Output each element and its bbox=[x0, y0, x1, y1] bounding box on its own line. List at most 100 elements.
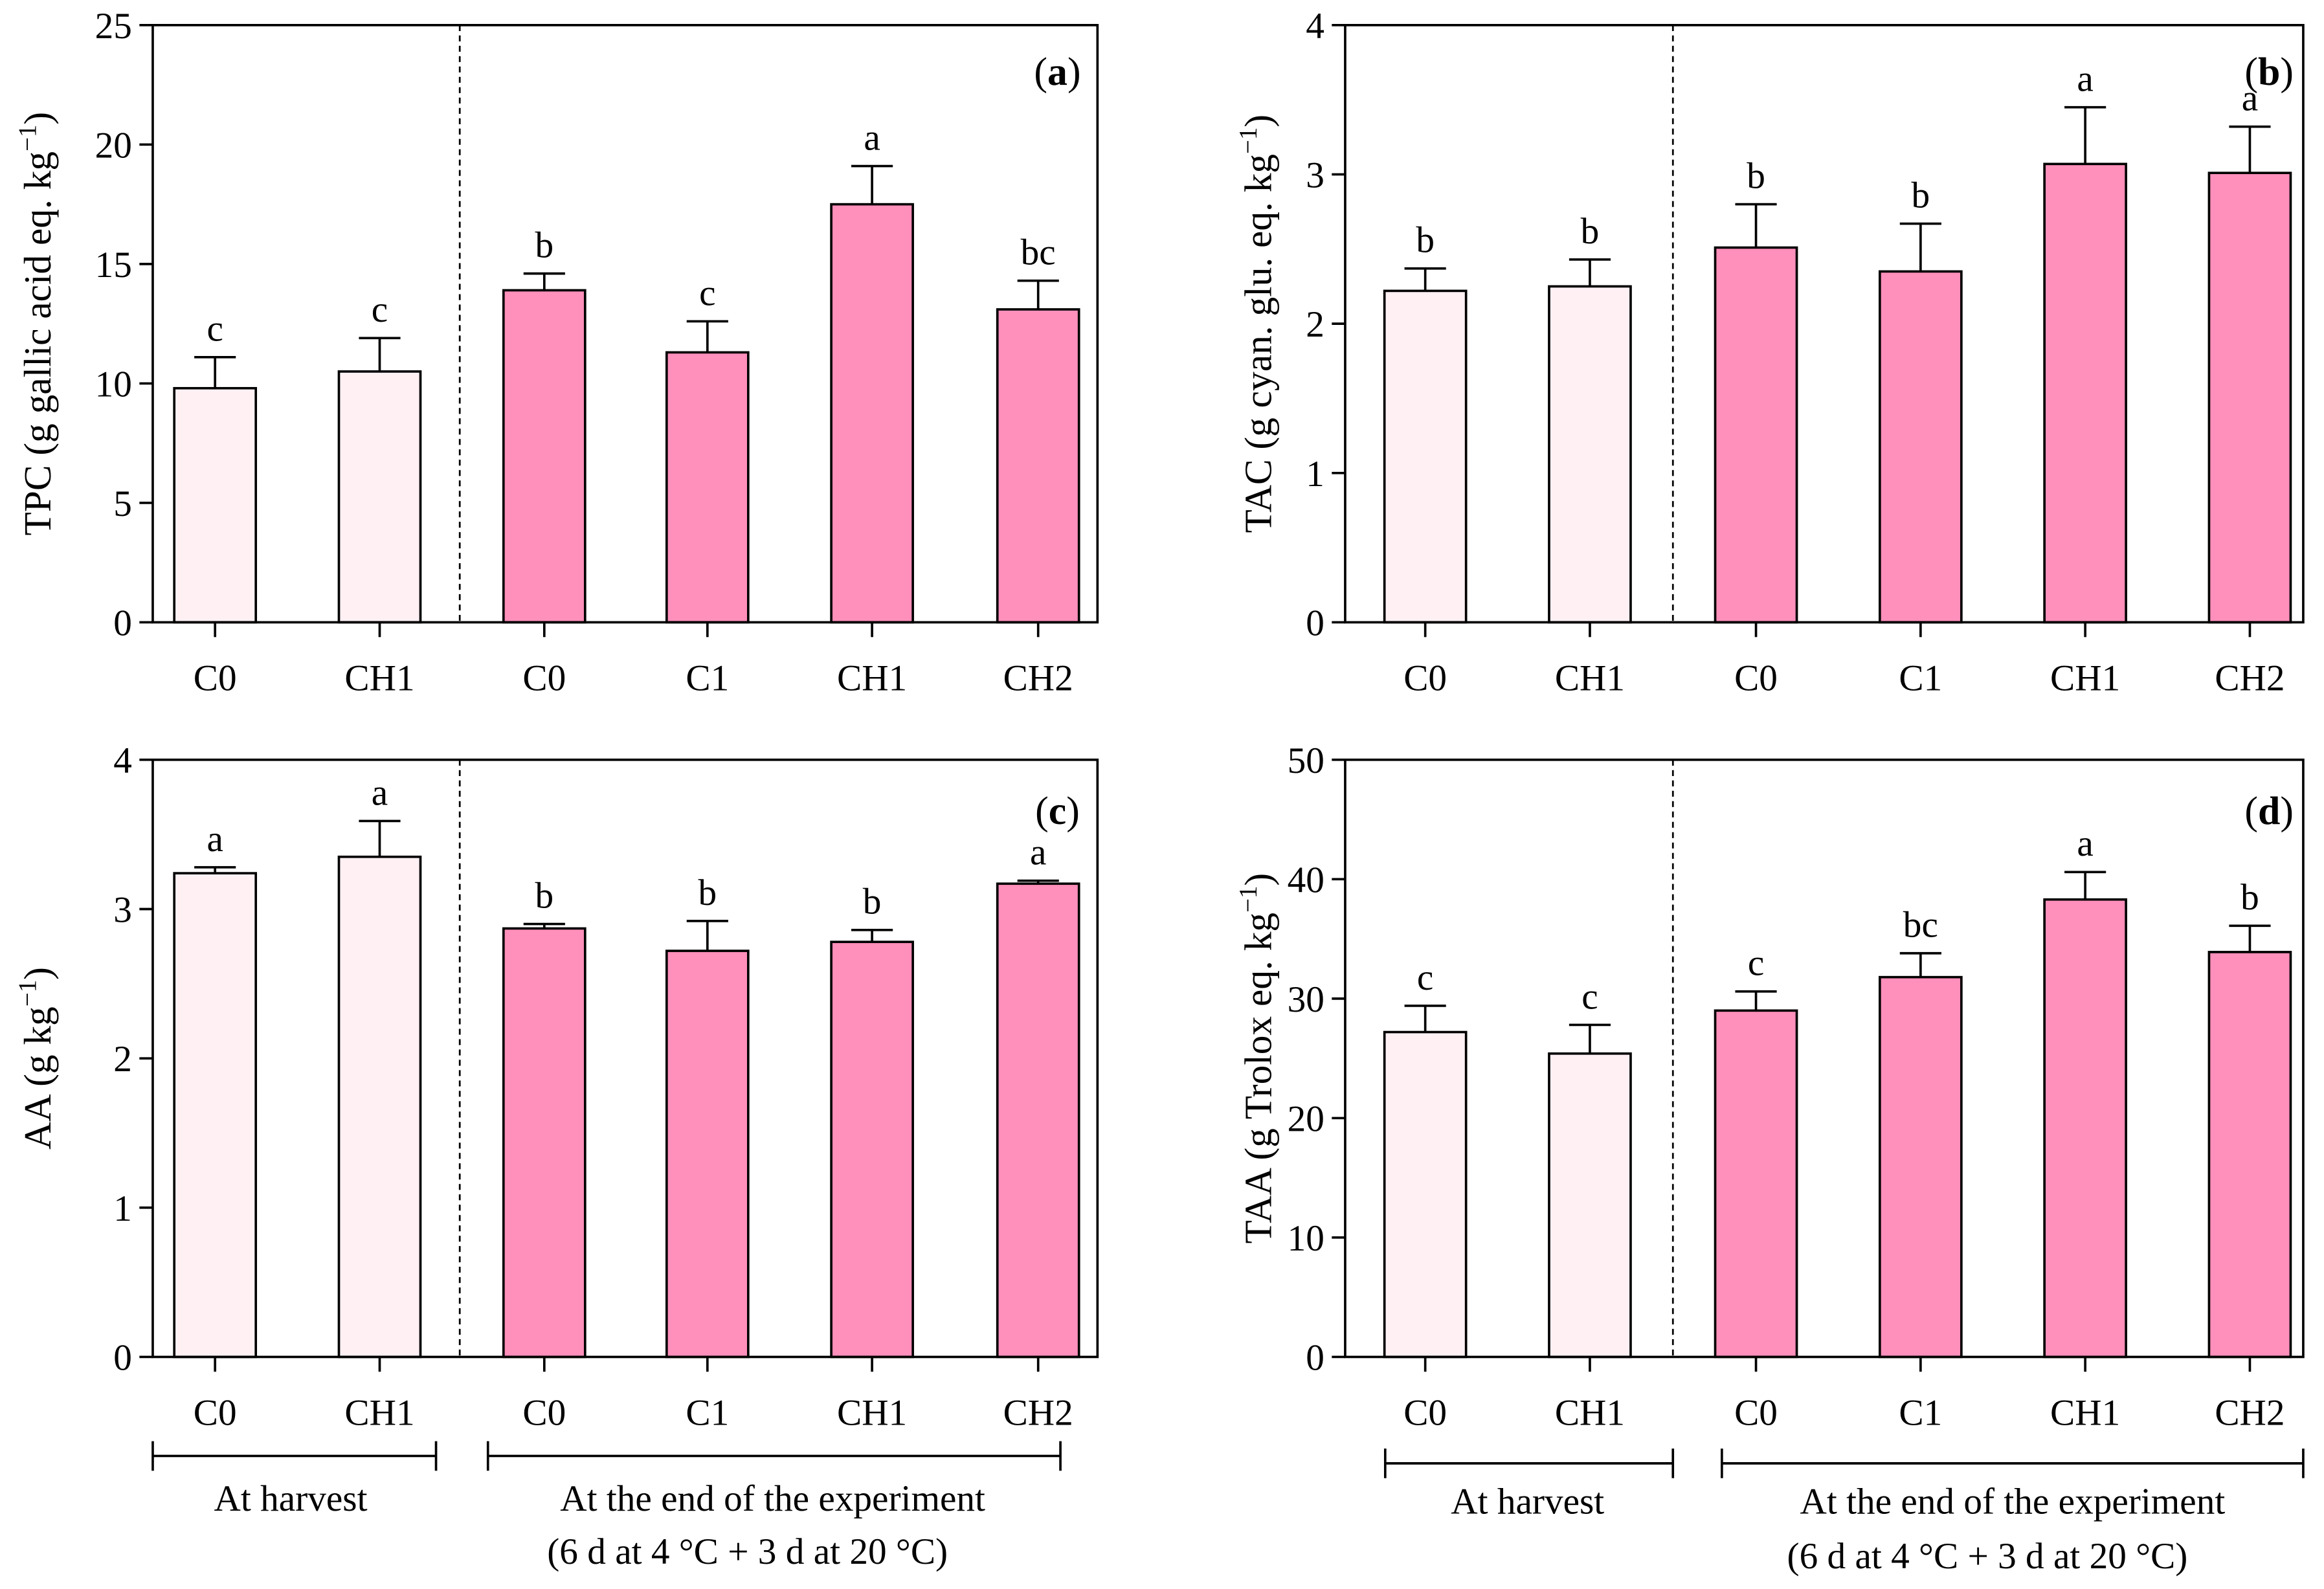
x-tick-label: C0 bbox=[1403, 1393, 1447, 1434]
y-axis-label-text: TPC (g gallic acid eq. kg bbox=[16, 151, 59, 536]
significance-letter: c bbox=[372, 289, 388, 330]
panel-tag-open: ( bbox=[2244, 50, 2258, 94]
panel-tag-letter: c bbox=[1049, 789, 1066, 833]
bar-item: bc C1 bbox=[1879, 905, 1963, 1433]
y-tick-label: 40 bbox=[1288, 860, 1324, 900]
bar-item: bc CH2 bbox=[996, 232, 1080, 699]
x-tick-label: CH1 bbox=[1555, 658, 1625, 699]
y-axis: 0 5 10 15 20 25 bbox=[95, 6, 153, 644]
bar bbox=[1879, 270, 1963, 624]
significance-letter: a bbox=[2242, 78, 2258, 119]
panel-tag-close: ) bbox=[2280, 789, 2294, 833]
y-tick-label: 20 bbox=[1288, 1098, 1324, 1139]
y-axis-label: AA (g kg−1) bbox=[14, 967, 59, 1150]
significance-letter: bc bbox=[1021, 232, 1056, 273]
bar-item: c C1 bbox=[665, 272, 750, 698]
y-axis-label-close: ) bbox=[16, 967, 59, 980]
panel-tag-letter: b bbox=[2258, 50, 2280, 94]
bar-item: a CH1 bbox=[2043, 59, 2127, 699]
panel-tag: (d) bbox=[2244, 789, 2294, 833]
bar-item: b C0 bbox=[502, 876, 587, 1434]
bar bbox=[2043, 898, 2127, 1359]
bar bbox=[1548, 1052, 1632, 1359]
y-tick-label: 0 bbox=[113, 603, 132, 644]
panel-d: c C0 c CH1 c C0 bc C1 a CH1 b CH2 0 10 20 30 40 50 TAA (g … bbox=[1235, 740, 2305, 1577]
y-axis-label-superscript: −1 bbox=[14, 980, 41, 1006]
panel-tag-close: ) bbox=[1066, 789, 1080, 833]
significance-letter: b bbox=[1747, 156, 1765, 197]
bar-item: b CH2 bbox=[2207, 877, 2292, 1434]
panel-tag-letter: d bbox=[2258, 789, 2280, 833]
y-axis-label-superscript: −1 bbox=[14, 125, 41, 151]
bracket-at-harvest bbox=[1383, 1449, 1675, 1478]
significance-letter: a bbox=[2077, 59, 2093, 100]
bar-item: b C0 bbox=[502, 225, 587, 698]
y-axis-label-text: TAA (g Trolox eq. kg bbox=[1237, 913, 1280, 1244]
plot-frame bbox=[1344, 759, 2305, 1359]
y-tick-label: 4 bbox=[113, 740, 132, 781]
y-tick-label: 15 bbox=[95, 245, 132, 285]
bar bbox=[2207, 172, 2292, 624]
bar bbox=[665, 950, 750, 1359]
x-tick-label: CH2 bbox=[1003, 1393, 1073, 1434]
y-axis-label-close: ) bbox=[16, 112, 59, 125]
y-tick-label: 30 bbox=[1288, 979, 1324, 1020]
x-tick-label: CH2 bbox=[2215, 1393, 2285, 1434]
y-axis: 0 1 2 3 4 bbox=[1306, 6, 1345, 643]
significance-letter: c bbox=[1748, 943, 1764, 984]
x-tick-label: C1 bbox=[686, 1393, 729, 1434]
panel-tag: (c) bbox=[1035, 789, 1080, 833]
x-tick-label: CH1 bbox=[344, 1393, 414, 1434]
bar-item: a C0 bbox=[173, 819, 258, 1434]
panel-tag-close: ) bbox=[2280, 50, 2294, 94]
y-axis-label-text: TAC (g cyan. glu. eq. kg bbox=[1237, 154, 1280, 533]
bar bbox=[1714, 246, 1798, 624]
panel-b: b C0 b CH1 b C0 b C1 a CH1 a CH2 0 1 2 3 4 TAC (g cyan. g… bbox=[1235, 6, 2305, 699]
x-tick-label: CH1 bbox=[2050, 658, 2120, 699]
y-tick-label: 0 bbox=[113, 1338, 132, 1379]
bar-item: b C1 bbox=[665, 872, 750, 1434]
x-tick-label: C0 bbox=[194, 1393, 237, 1434]
bar bbox=[173, 386, 258, 624]
y-tick-label: 20 bbox=[95, 125, 132, 166]
bar bbox=[2207, 951, 2292, 1359]
bracket-end-of-experiment bbox=[1721, 1449, 2305, 1478]
significance-letter: b bbox=[698, 872, 717, 913]
group-label-end: At the end of the experiment bbox=[560, 1478, 985, 1519]
panel-a: c C0 c CH1 b C0 c C1 a CH1 bc CH2 0 5 10 15 20 25 TPC (g g… bbox=[14, 6, 1099, 699]
x-tick-label: CH2 bbox=[1003, 658, 1073, 699]
x-tick-label: C0 bbox=[194, 658, 237, 699]
significance-letter: a bbox=[864, 118, 880, 159]
bar-item: a CH2 bbox=[2207, 78, 2292, 699]
bar bbox=[1383, 289, 1468, 624]
x-tick-label: C0 bbox=[522, 1393, 566, 1434]
significance-letter: b bbox=[1416, 220, 1435, 261]
y-axis-label-superscript: −1 bbox=[1235, 128, 1262, 154]
significance-letter: c bbox=[1417, 957, 1433, 998]
bar-item: a CH1 bbox=[830, 118, 914, 698]
panel-tag-close: ) bbox=[1067, 50, 1081, 94]
significance-letter: a bbox=[2077, 823, 2093, 864]
group-label-end: At the end of the experiment bbox=[1800, 1482, 2226, 1522]
bar bbox=[1714, 1009, 1798, 1359]
significance-letter: c bbox=[699, 272, 715, 313]
panel-tag: (a) bbox=[1034, 50, 1080, 94]
x-tick-label: CH2 bbox=[2215, 658, 2285, 699]
panel-tag-open: ( bbox=[1034, 50, 1047, 94]
group-brackets: At harvest At the end of the experiment (6… bbox=[151, 1441, 1062, 1572]
y-axis: 0 1 2 3 4 bbox=[113, 740, 153, 1379]
significance-letter: c bbox=[1581, 976, 1598, 1017]
y-tick-label: 10 bbox=[1288, 1218, 1324, 1259]
y-axis-label: TAC (g cyan. glu. eq. kg−1) bbox=[1235, 115, 1280, 533]
x-tick-label: CH1 bbox=[2050, 1393, 2120, 1434]
y-axis-label-close: ) bbox=[1237, 873, 1280, 886]
group-label-harvest: At harvest bbox=[214, 1478, 368, 1519]
significance-letter: b bbox=[535, 225, 553, 266]
bar-item: a CH1 bbox=[2043, 823, 2127, 1434]
y-tick-label: 1 bbox=[113, 1188, 132, 1229]
panel-tag-letter: a bbox=[1047, 50, 1067, 94]
bar bbox=[337, 855, 422, 1359]
group-label-end-detail: (6 d at 4 °C + 3 d at 20 °C) bbox=[547, 1531, 948, 1572]
